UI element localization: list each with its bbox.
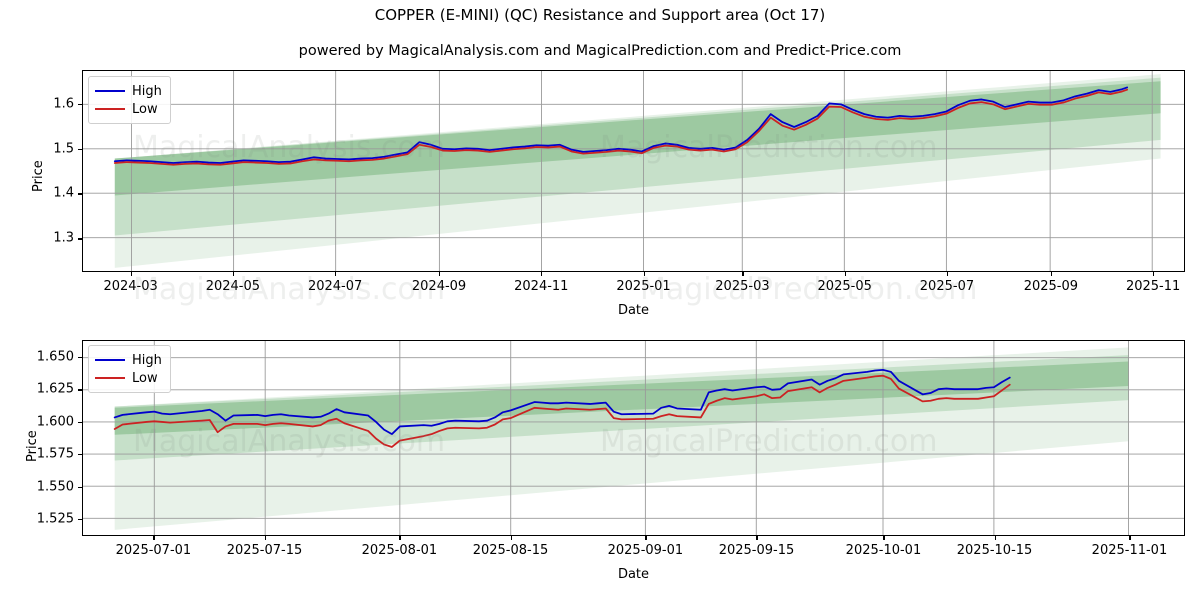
support-resistance-outer-band: [114, 74, 1161, 268]
x-tick-label: 2024-03: [103, 279, 158, 294]
y-tick-label: 1.5: [53, 141, 74, 157]
y-tick-label: 1.575: [36, 446, 74, 462]
y-tick-label: 1.625: [36, 381, 74, 397]
x-tick-mark: [946, 272, 949, 276]
x-tick-mark: [883, 536, 885, 540]
chart-bottom-legend: High Low: [88, 345, 171, 393]
x-tick-label: 2025-09-01: [607, 543, 684, 558]
chart-top-legend: High Low: [88, 76, 171, 124]
legend-swatch-low-icon: [95, 377, 125, 379]
x-tick-label: 2025-10-15: [956, 543, 1033, 558]
y-tick-label: 1.650: [36, 349, 74, 365]
legend-label-high: High: [132, 83, 162, 99]
legend-entry-high: High: [95, 351, 162, 369]
x-tick-label: 2025-07: [919, 279, 975, 294]
legend-entry-low: Low: [95, 100, 162, 118]
chart-top-canvas: [83, 71, 1184, 271]
x-tick-label: 2025-08-01: [361, 543, 438, 558]
x-tick-mark: [1153, 272, 1155, 276]
watermark-text: MagicalAnalysis.com: [133, 272, 446, 307]
y-tick-label: 1.550: [36, 479, 74, 495]
y-tick-mark: [78, 454, 82, 456]
x-tick-label: 2025-07-01: [115, 543, 192, 558]
legend-swatch-low-icon: [95, 108, 125, 110]
support-resistance-mid-band: [114, 355, 1129, 461]
x-tick-mark: [1129, 536, 1131, 540]
y-tick-label: 1.6: [53, 96, 74, 112]
legend-swatch-high-icon: [95, 359, 125, 361]
chart-bottom-x-axis-label: Date: [617, 567, 650, 582]
x-tick-mark: [541, 272, 543, 276]
x-tick-mark: [742, 272, 744, 276]
series-line-high: [113, 369, 1011, 436]
x-tick-label: 2025-11-01: [1091, 543, 1168, 558]
series-line-low: [113, 88, 1129, 166]
y-tick-mark: [78, 103, 82, 105]
chart-top-x-axis-label: Date: [617, 303, 650, 318]
legend-label-low: Low: [132, 370, 158, 386]
page-title: COPPER (E-MINI) (QC) Resistance and Supp…: [374, 6, 826, 24]
series-line-high: [113, 86, 1129, 164]
x-tick-mark: [153, 536, 155, 540]
x-tick-mark: [264, 536, 266, 540]
x-tick-label: 2025-10-01: [845, 543, 922, 558]
y-tick-mark: [78, 148, 82, 150]
y-tick-mark: [78, 519, 82, 521]
y-tick-mark: [78, 421, 82, 423]
page-subtitle: powered by MagicalAnalysis.com and Magic…: [298, 43, 902, 59]
support-resistance-outer-band: [114, 347, 1129, 530]
x-tick-mark: [1050, 272, 1053, 276]
y-tick-label: 1.600: [36, 414, 74, 430]
x-tick-label: 2024-11: [514, 279, 569, 294]
x-tick-mark: [335, 272, 337, 276]
x-tick-label: 2024-07: [307, 279, 363, 294]
x-tick-mark: [994, 536, 996, 540]
legend-entry-low: Low: [95, 369, 162, 387]
y-tick-mark: [78, 356, 82, 359]
legend-label-high: High: [132, 352, 162, 368]
y-tick-label: 1.4: [53, 185, 74, 201]
x-tick-mark: [756, 536, 758, 540]
x-tick-label: 2025-09: [1023, 279, 1079, 294]
x-tick-label: 2024-09: [411, 279, 467, 294]
x-tick-mark: [439, 272, 441, 276]
x-tick-label: 2025-11: [1125, 279, 1181, 294]
support-resistance-inner-band: [114, 81, 1161, 196]
y-tick-mark: [78, 193, 82, 195]
x-tick-label: 2025-03: [715, 279, 770, 294]
legend-swatch-high-icon: [95, 90, 125, 92]
x-tick-label: 2025-01: [616, 279, 671, 294]
series-line-low: [113, 374, 1011, 448]
x-tick-label: 2025-09-15: [718, 543, 795, 558]
x-tick-mark: [232, 272, 235, 276]
legend-entry-high: High: [95, 82, 162, 100]
x-tick-mark: [645, 536, 647, 540]
y-tick-mark: [78, 486, 82, 488]
legend-label-low: Low: [132, 101, 158, 117]
y-tick-mark: [78, 238, 82, 240]
y-tick-mark: [78, 389, 82, 391]
x-tick-label: 2025-08-15: [472, 543, 549, 558]
x-tick-mark: [399, 536, 401, 540]
x-tick-mark: [844, 272, 846, 276]
x-tick-mark: [510, 536, 512, 540]
chart-bottom-plot-area: [82, 340, 1185, 536]
y-tick-label: 1.3: [53, 230, 74, 246]
x-tick-mark: [643, 272, 645, 276]
y-tick-label: 1.525: [36, 511, 74, 527]
x-tick-label: 2025-05: [817, 279, 872, 294]
x-tick-label: 2025-07-15: [226, 543, 303, 558]
chart-bottom-canvas: [83, 341, 1184, 535]
support-resistance-mid-band: [114, 77, 1161, 236]
x-tick-mark: [130, 272, 132, 276]
x-tick-label: 2024-05: [205, 279, 261, 294]
chart-top-plot-area: [82, 70, 1185, 272]
